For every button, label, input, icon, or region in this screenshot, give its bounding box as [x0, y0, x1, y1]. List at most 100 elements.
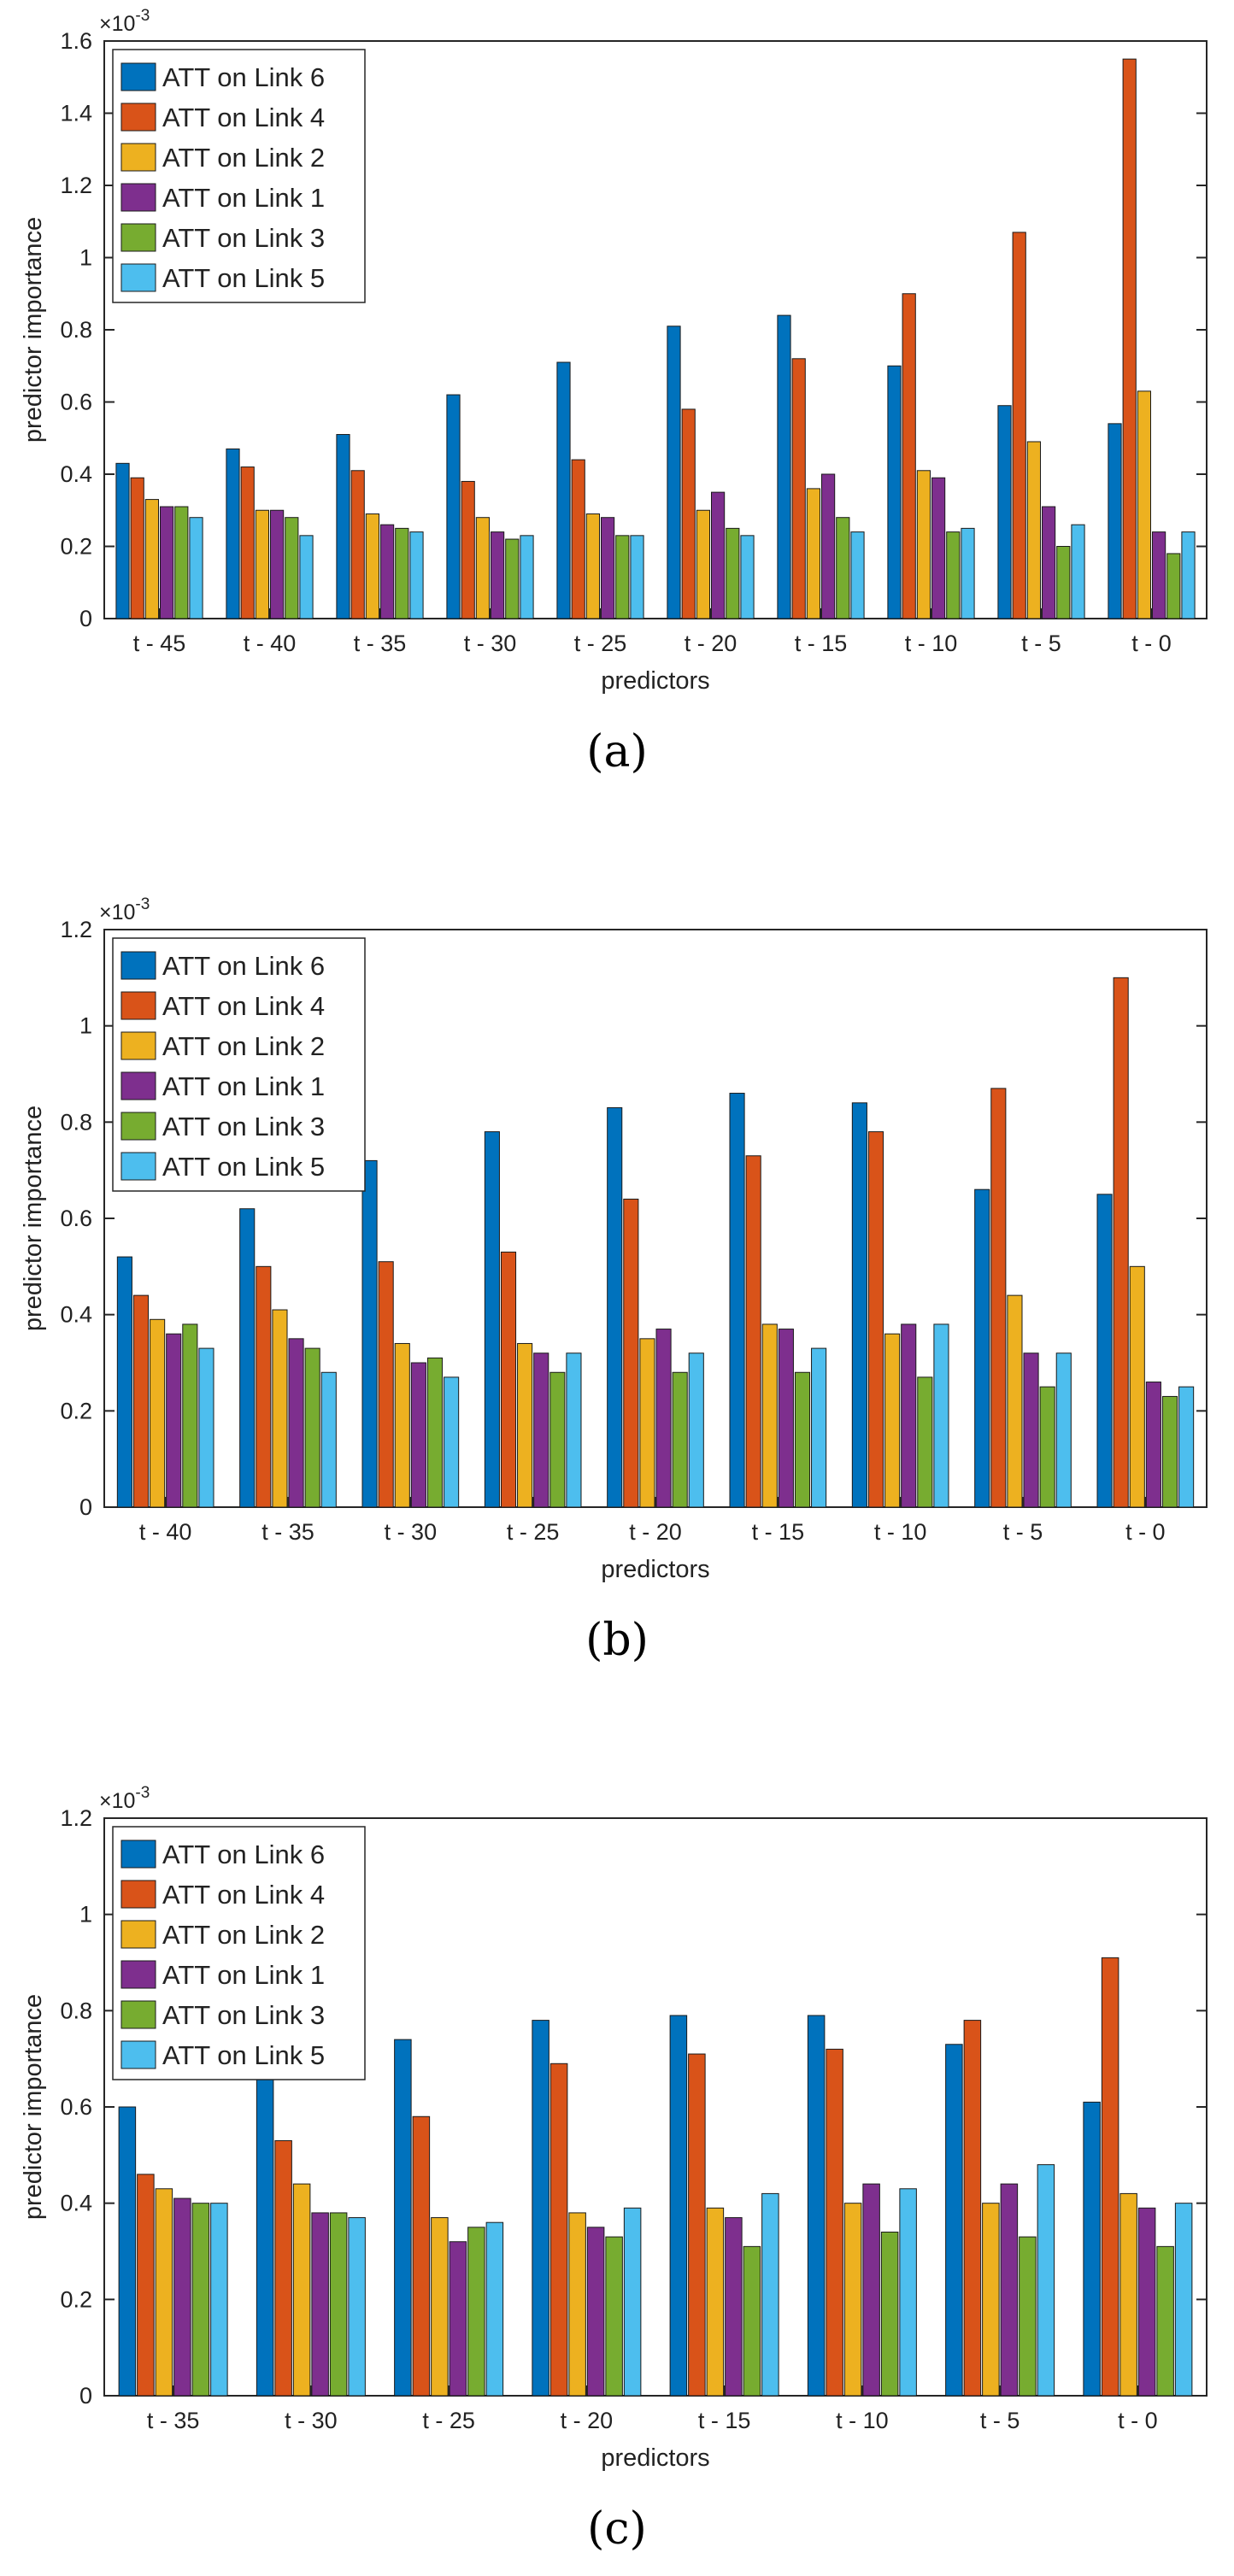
- bar: [902, 293, 916, 619]
- bar: [130, 477, 144, 619]
- bar: [210, 2203, 228, 2397]
- legend-entry: ATT on Link 3: [162, 2000, 325, 2030]
- bar: [166, 1333, 182, 1508]
- bar: [884, 1333, 901, 1508]
- y-tick-label: 0.6: [60, 1206, 92, 1231]
- legend-swatch: [120, 2000, 156, 2029]
- x-tick-label: t - 0: [1125, 1519, 1166, 1545]
- bar: [851, 1102, 867, 1508]
- bar: [1174, 2203, 1193, 2397]
- chart-b: 0 0.2 0.4 0.6 0.8 1 1.2 ×10-3 predictor importan…: [20, 895, 1208, 1583]
- x-tick-label: t - 15: [752, 1519, 805, 1545]
- bar: [115, 462, 130, 619]
- bar: [880, 2231, 899, 2397]
- bar: [916, 470, 931, 619]
- bar: [729, 1093, 745, 1508]
- bar: [1000, 2183, 1019, 2397]
- bar: [1101, 1957, 1119, 2397]
- bar: [556, 361, 571, 619]
- legend-swatch: [120, 991, 156, 1020]
- bar: [1181, 531, 1196, 619]
- bar: [777, 314, 791, 619]
- bar: [500, 1251, 517, 1508]
- y-axis-label: predictor importance: [20, 1994, 47, 2220]
- legend-entry: ATT on Link 4: [162, 991, 325, 1021]
- legend-entry: ATT on Link 3: [162, 1112, 325, 1141]
- bar: [549, 2063, 568, 2397]
- chart-panel-b: 0 0.2 0.4 0.6 0.8 1 1.2 ×10-3 predictor importan…: [0, 889, 1234, 1709]
- bar: [696, 509, 710, 619]
- y-exponent-label: ×10-3: [99, 895, 150, 924]
- bar: [1096, 1194, 1113, 1508]
- bar: [1122, 58, 1137, 619]
- bar: [933, 1323, 949, 1508]
- bar: [778, 1329, 794, 1508]
- bar: [226, 448, 240, 619]
- legend: [112, 49, 366, 303]
- bar: [1152, 531, 1166, 619]
- x-tick-label: t - 5: [980, 2408, 1020, 2433]
- bar: [412, 2115, 431, 2397]
- bar: [299, 535, 314, 619]
- bar: [1178, 1386, 1195, 1508]
- bar: [272, 1309, 288, 1508]
- legend-entry: ATT on Link 3: [162, 223, 325, 253]
- y-tick-label: 1: [79, 1902, 92, 1928]
- y-tick-label: 0.4: [60, 2191, 92, 2216]
- legend-entry: ATT on Link 5: [162, 2040, 325, 2070]
- bar: [862, 2183, 880, 2397]
- bar: [311, 2212, 329, 2397]
- legend-swatch: [120, 1880, 156, 1909]
- bar: [743, 2245, 761, 2397]
- legend-entry: ATT on Link 2: [162, 1031, 325, 1061]
- legend-swatch: [120, 1071, 156, 1100]
- bar: [630, 535, 644, 619]
- bar: [348, 2217, 366, 2397]
- bar: [1113, 977, 1129, 1508]
- bar: [160, 506, 174, 619]
- bar: [1129, 1265, 1145, 1508]
- bar: [807, 2015, 826, 2397]
- bar: [1137, 2207, 1156, 2397]
- x-tick-label: t - 40: [244, 631, 297, 656]
- y-tick-label: 0.2: [60, 1398, 92, 1423]
- y-tick-label: 1.6: [60, 28, 92, 54]
- bar: [1156, 2245, 1174, 2397]
- y-tick-label: 1: [79, 245, 92, 271]
- bar: [256, 1265, 272, 1508]
- x-tick-label: t - 20: [629, 1519, 682, 1545]
- y-tick-label: 0.8: [60, 317, 92, 343]
- bar: [431, 2217, 449, 2397]
- legend-swatch: [120, 143, 156, 172]
- y-tick-label: 1.4: [60, 101, 92, 126]
- x-tick-label: t - 5: [1021, 631, 1061, 656]
- legend-entry: ATT on Link 1: [162, 183, 325, 213]
- bar: [726, 527, 740, 619]
- x-axis-label: predictors: [601, 1556, 709, 1583]
- bar: [517, 1342, 533, 1508]
- bar: [144, 499, 160, 619]
- bar: [1055, 1353, 1072, 1508]
- x-tick-label: t - 45: [133, 631, 186, 656]
- bar: [361, 1159, 378, 1508]
- bar: [137, 2174, 155, 2397]
- bar: [667, 326, 681, 619]
- bar: [586, 2227, 605, 2397]
- bar: [836, 517, 850, 619]
- y-tick-label: 0.8: [60, 1109, 92, 1135]
- legend-entry: ATT on Link 1: [162, 1960, 325, 1990]
- y-tick-label: 0.8: [60, 1998, 92, 2023]
- bar: [761, 1323, 778, 1508]
- legend-entry: ATT on Link 5: [162, 263, 325, 293]
- legend: [112, 1826, 366, 2080]
- bar: [444, 1376, 460, 1508]
- legend-swatch: [120, 1031, 156, 1060]
- bar: [426, 1357, 444, 1508]
- bar: [132, 1294, 150, 1508]
- bar: [118, 2106, 137, 2397]
- bar: [484, 1131, 500, 1508]
- bar: [711, 491, 726, 619]
- legend-entry: ATT on Link 5: [162, 1152, 325, 1182]
- bar: [615, 535, 630, 619]
- bar: [304, 1347, 320, 1508]
